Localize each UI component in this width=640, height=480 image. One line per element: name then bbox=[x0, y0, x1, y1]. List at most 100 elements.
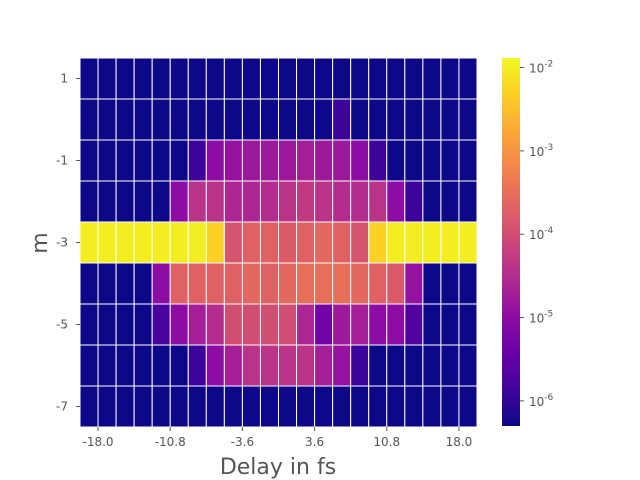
x-tick-label: 10.8 bbox=[373, 435, 400, 449]
heatmap-cell bbox=[404, 344, 424, 387]
heatmap-cell bbox=[259, 57, 280, 100]
heatmap-cell bbox=[223, 221, 243, 264]
heatmap-cell bbox=[115, 221, 135, 264]
x-axis-ticks: -18.0 -10.8 -3.6 3.6 10.8 18.0 bbox=[83, 427, 473, 449]
heatmap-cell bbox=[187, 57, 207, 100]
heatmap-cell bbox=[223, 139, 243, 182]
y-tick-label: -1 bbox=[56, 154, 68, 168]
heatmap-cell bbox=[422, 344, 442, 387]
heatmap-cell bbox=[350, 344, 370, 387]
heatmap-cell bbox=[368, 221, 388, 264]
heatmap-cell bbox=[97, 180, 117, 223]
heatmap-cell bbox=[314, 303, 334, 346]
y-tick-label: -5 bbox=[56, 318, 68, 332]
heatmap-cell bbox=[187, 139, 207, 182]
heatmap-cell bbox=[205, 221, 225, 264]
heatmap-cell bbox=[205, 303, 225, 346]
heatmap-cell bbox=[259, 139, 280, 182]
heatmap-cell bbox=[115, 139, 135, 182]
heatmap-cell bbox=[223, 303, 243, 346]
heatmap-cell bbox=[169, 262, 189, 305]
heatmap-cell bbox=[151, 139, 171, 182]
heatmap-cell bbox=[404, 385, 424, 428]
heatmap-cell bbox=[79, 180, 99, 223]
heatmap-cell bbox=[440, 221, 460, 264]
heatmap-cell bbox=[368, 344, 388, 387]
y-axis-label: m bbox=[28, 232, 53, 253]
heatmap-cell bbox=[79, 262, 99, 305]
heatmap-cell bbox=[187, 303, 207, 346]
heatmap-cell bbox=[368, 180, 388, 223]
heatmap-cell bbox=[205, 385, 225, 428]
heatmap-cell bbox=[332, 98, 352, 141]
heatmap-cell bbox=[350, 57, 370, 100]
heatmap-cell bbox=[404, 262, 424, 305]
heatmap-cell bbox=[97, 385, 117, 428]
heatmap-cell bbox=[133, 180, 153, 223]
heatmap-cell bbox=[151, 180, 171, 223]
heatmap-cell bbox=[332, 57, 352, 100]
colorbar-tick-label: 10-6 bbox=[529, 393, 554, 409]
heatmap-cell bbox=[422, 139, 442, 182]
heatmap-cell bbox=[187, 385, 207, 428]
heatmap-cell bbox=[151, 303, 171, 346]
heatmap-cell bbox=[97, 98, 117, 141]
heatmap-cell bbox=[97, 139, 117, 182]
heatmap-cell bbox=[169, 180, 189, 223]
heatmap-cell bbox=[386, 262, 406, 305]
heatmap-cell bbox=[151, 98, 171, 141]
heatmap-cell bbox=[386, 221, 406, 264]
heatmap-cell bbox=[259, 303, 280, 346]
heatmap-cell bbox=[187, 344, 207, 387]
heatmap-cell bbox=[332, 180, 352, 223]
heatmap-cell bbox=[115, 262, 135, 305]
heatmap-cell bbox=[314, 98, 334, 141]
colorbar-tick-label: 10-2 bbox=[529, 59, 553, 75]
heatmap-cell bbox=[259, 221, 280, 264]
heatmap-cell bbox=[259, 344, 280, 387]
heatmap-cell bbox=[422, 262, 442, 305]
heatmap-cell bbox=[368, 57, 388, 100]
heatmap-cell bbox=[259, 262, 280, 305]
heatmap-cell bbox=[332, 139, 352, 182]
colorbar-tick-label: 10-5 bbox=[529, 310, 553, 326]
heatmap-cell bbox=[296, 57, 316, 100]
heatmap-cell bbox=[440, 139, 460, 182]
heatmap-cell bbox=[314, 385, 334, 428]
heatmap-cell bbox=[115, 385, 135, 428]
x-tick-label: -10.8 bbox=[155, 435, 186, 449]
colorbar bbox=[502, 58, 520, 426]
heatmap-cell bbox=[440, 344, 460, 387]
heatmap-cell bbox=[458, 180, 478, 223]
heatmap-cell bbox=[97, 262, 117, 305]
heatmap-cell bbox=[422, 221, 442, 264]
heatmap-cell bbox=[241, 180, 261, 223]
heatmap-cell bbox=[169, 57, 189, 100]
heatmap-cell bbox=[386, 98, 406, 141]
heatmap-cell bbox=[278, 57, 298, 100]
heatmap-cell bbox=[386, 180, 406, 223]
heatmap-cell bbox=[223, 98, 243, 141]
heatmap-cell bbox=[458, 221, 478, 264]
heatmap-cell bbox=[296, 344, 316, 387]
heatmap-cell bbox=[133, 385, 153, 428]
x-tick-label: 18.0 bbox=[446, 435, 473, 449]
heatmap-cell bbox=[386, 344, 406, 387]
heatmap-cell bbox=[187, 221, 207, 264]
heatmap-cell bbox=[278, 221, 298, 264]
heatmap-cell bbox=[458, 98, 478, 141]
heatmap-cell bbox=[458, 344, 478, 387]
y-axis-ticks: 1 -1 -3 -5 -7 bbox=[56, 72, 80, 414]
heatmap-cell bbox=[350, 139, 370, 182]
heatmap-cell bbox=[350, 262, 370, 305]
heatmap-cell bbox=[79, 344, 99, 387]
heatmap-cells bbox=[79, 57, 478, 428]
heatmap-cell bbox=[241, 303, 261, 346]
heatmap-cell bbox=[115, 98, 135, 141]
heatmap-cell bbox=[332, 303, 352, 346]
heatmap-cell bbox=[151, 344, 171, 387]
heatmap-cell bbox=[422, 98, 442, 141]
heatmap-cell bbox=[404, 139, 424, 182]
heatmap-cell bbox=[205, 344, 225, 387]
heatmap-cell bbox=[223, 262, 243, 305]
